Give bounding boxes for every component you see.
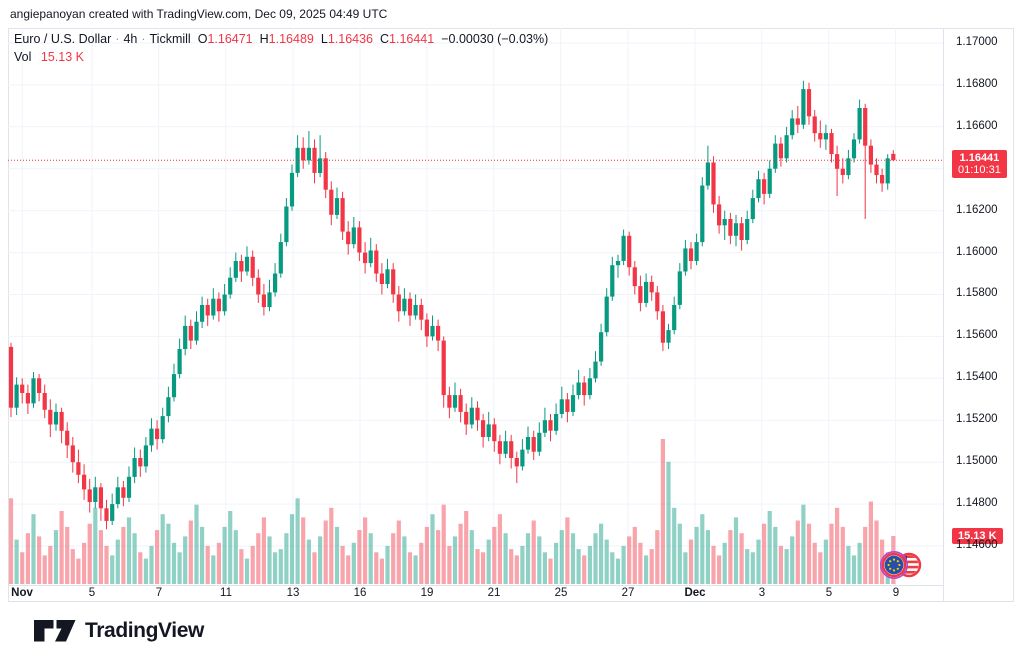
time-axis-label: 21: [487, 587, 501, 599]
time-axis-label: 3: [758, 587, 766, 599]
eu-flag-icon: [879, 550, 909, 580]
time-axis-label: 13: [286, 587, 300, 599]
frame-border-bottom: [8, 601, 1014, 602]
bar-countdown: 01:10:31: [958, 164, 1001, 176]
currency-pair-flags-icon: [879, 549, 925, 582]
time-axis-label: 25: [554, 587, 568, 599]
time-axis-label: Nov: [11, 587, 33, 599]
price-axis-label: 1.14600: [956, 539, 998, 551]
last-price-value: 1.16441: [959, 152, 1000, 164]
time-axis-label: 19: [420, 587, 434, 599]
tradingview-logo-mark: [34, 620, 76, 642]
price-axis-label: 1.15200: [956, 413, 998, 425]
interval-label[interactable]: 4h: [123, 32, 138, 46]
tradingview-logo-text: TradingView: [85, 619, 204, 642]
time-axis-label: 5: [825, 587, 833, 599]
attribution-text: angiepanoyan created with TradingView.co…: [10, 7, 388, 21]
price-axis-label: 1.15800: [956, 287, 998, 299]
price-axis-label: 1.16800: [956, 78, 998, 90]
price-axis-label: 1.16600: [956, 120, 998, 132]
time-axis-label: Dec: [684, 587, 706, 599]
price-axis-label: 1.15600: [956, 329, 998, 341]
open-label: O: [197, 32, 208, 46]
chart-legend[interactable]: Euro / U.S. Dollar · 4h · Tickmill O1.16471 H1…: [14, 31, 548, 66]
change-value: −0.00030 (−0.03%): [441, 32, 549, 46]
price-axis[interactable]: 1.16441 01:10:31 15.13 K 1.17000 1.16800 1…: [944, 28, 1023, 601]
time-axis-label: 9: [892, 587, 900, 599]
price-axis-label: 1.15000: [956, 455, 998, 467]
high-value: 1.16489: [268, 32, 314, 46]
volume-badge-value: 15.13 K: [958, 530, 997, 542]
symbol-title[interactable]: Euro / U.S. Dollar: [14, 32, 112, 46]
volume-label: Vol: [14, 50, 32, 64]
time-axis-label: 27: [621, 587, 635, 599]
time-axis-label: 7: [155, 587, 163, 599]
low-label: L: [320, 32, 328, 46]
last-price-badge: 1.16441 01:10:31: [952, 150, 1007, 178]
low-value: 1.16436: [327, 32, 373, 46]
broker-label[interactable]: Tickmill: [149, 32, 191, 46]
time-axis-separator: [8, 585, 943, 586]
time-axis-label: 16: [353, 587, 367, 599]
high-label: H: [259, 32, 269, 46]
legend-symbol-row: Euro / U.S. Dollar · 4h · Tickmill O1.16471 H1…: [14, 32, 549, 46]
frame-border-right: [1013, 28, 1014, 601]
time-axis-label: 11: [220, 587, 232, 599]
open-value: 1.16471: [207, 32, 253, 46]
price-axis-label: 1.14800: [956, 497, 998, 509]
frame-border-left: [8, 28, 9, 601]
volume-badge: 15.13 K: [952, 528, 1003, 544]
volume-value: 15.13 K: [40, 50, 84, 64]
candlestick-chart[interactable]: [8, 28, 943, 585]
price-axis-label: 1.15400: [956, 371, 998, 383]
time-axis-label: 5: [88, 587, 96, 599]
close-label: C: [380, 32, 390, 46]
legend-volume-row: Vol 15.13 K: [14, 49, 548, 66]
tradingview-logo[interactable]: TradingView: [34, 619, 204, 643]
price-axis-label: 1.17000: [956, 36, 998, 48]
frame-border-top: [8, 28, 1014, 29]
time-axis[interactable]: Nov 5 7 11 13 16 19 21 25 27 Dec 3 5 9: [8, 587, 943, 601]
close-value: 1.16441: [389, 32, 435, 46]
price-axis-label: 1.16200: [956, 204, 998, 216]
price-axis-label: 1.16000: [956, 246, 998, 258]
price-axis-separator: [943, 28, 944, 601]
